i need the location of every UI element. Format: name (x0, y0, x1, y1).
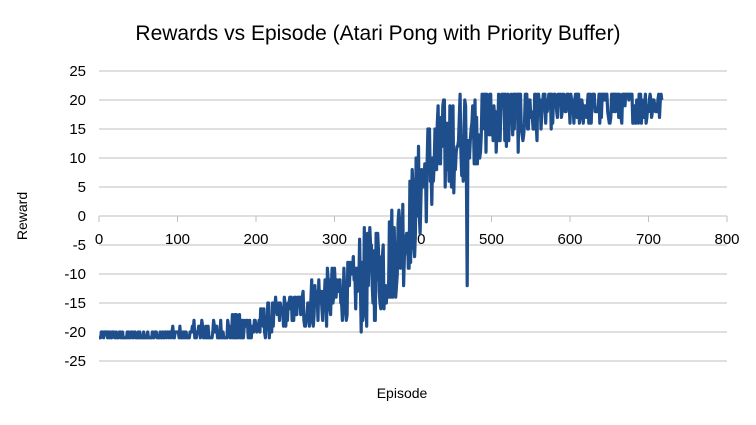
y-tick-label: 10 (69, 150, 86, 167)
series-line (98, 92, 664, 340)
y-axis-label: Reward (14, 191, 30, 241)
y-tick-label: -10 (64, 266, 86, 283)
y-tick-label: -20 (64, 324, 86, 341)
y-tick-label: -15 (64, 295, 86, 312)
x-axis-label: Episode (376, 385, 428, 401)
x-tick-label: 100 (165, 231, 190, 248)
x-tick-label: 0 (95, 231, 103, 248)
y-tick-label: 15 (69, 121, 86, 138)
x-tick-label: 200 (243, 231, 268, 248)
x-tick-label: 700 (636, 231, 661, 248)
y-tick-label: 5 (78, 179, 86, 196)
y-tick-label: -5 (73, 237, 86, 254)
series-line-layer (98, 92, 664, 340)
x-tick-label: 600 (557, 231, 582, 248)
y-tick-label: 0 (78, 208, 86, 225)
gridlines (98, 70, 728, 362)
y-tick-label: 25 (69, 63, 86, 80)
x-tick-label: 800 (714, 231, 739, 248)
y-tick-label: 20 (69, 92, 86, 109)
x-tick-label: 500 (479, 231, 504, 248)
y-tick-label: -25 (64, 353, 86, 370)
x-tick-label: 300 (322, 231, 347, 248)
chart-title: Rewards vs Episode (Atari Pong with Prio… (135, 22, 621, 45)
